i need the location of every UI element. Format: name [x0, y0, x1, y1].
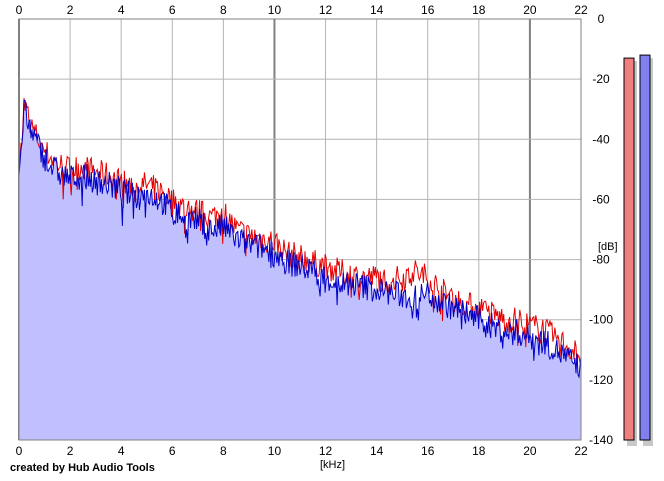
x-tick-label-bottom-3: 6: [169, 444, 176, 458]
x-tick-label-top-11: 22: [574, 3, 588, 17]
x-tick-label-bottom-11: 22: [574, 444, 588, 458]
y-tick-label-0: 0: [598, 12, 605, 26]
y-tick-label-1: -20: [592, 72, 610, 86]
x-tick-label-bottom-2: 4: [118, 444, 125, 458]
x-tick-label-top-1: 2: [67, 3, 74, 17]
x-tick-label-bottom-4: 8: [220, 444, 227, 458]
level-meter-bar-0: [623, 57, 635, 441]
x-tick-label-top-2: 4: [118, 3, 125, 17]
x-ticks-bottom: 0 2 4 6 8 10 12 14 16 18 20 22: [16, 444, 588, 458]
x-tick-label-top-10: 20: [523, 3, 537, 17]
level-meter-bar-1: [639, 54, 651, 441]
y-tick-label-5: -100: [589, 313, 613, 327]
x-tick-label-top-7: 14: [370, 3, 384, 17]
x-tick-label-bottom-6: 12: [319, 444, 333, 458]
y-ticks: 0 -20 -40 -60 -80 -100 -120 -140: [589, 12, 613, 447]
x-tick-label-top-9: 18: [472, 3, 486, 17]
level-meters: [623, 54, 653, 446]
x-tick-label-bottom-5: 10: [268, 444, 282, 458]
x-axis-label: [kHz]: [320, 459, 345, 471]
y-tick-label-3: -60: [592, 192, 610, 206]
x-tick-label-top-5: 10: [268, 3, 282, 17]
series-layer: [18, 98, 582, 379]
x-tick-label-bottom-1: 2: [67, 444, 74, 458]
x-tick-label-bottom-8: 16: [421, 444, 435, 458]
x-tick-label-bottom-0: 0: [16, 444, 23, 458]
spectrum-area: [19, 100, 581, 440]
y-tick-label-7: -140: [589, 433, 613, 447]
x-tick-label-bottom-7: 14: [370, 444, 384, 458]
x-tick-label-top-4: 8: [220, 3, 227, 17]
y-tick-label-4: -80: [592, 253, 610, 267]
y-tick-label-2: -40: [592, 132, 610, 146]
plot-frame: [18, 18, 582, 441]
series-line-1: [18, 99, 582, 379]
x-tick-label-top-6: 12: [319, 3, 333, 17]
credit-text: created by Hub Audio Tools: [10, 462, 155, 474]
x-tick-label-bottom-10: 20: [523, 444, 537, 458]
x-tick-label-top-3: 6: [169, 3, 176, 17]
spectrum-fill: [19, 100, 581, 440]
x-tick-label-bottom-9: 18: [472, 444, 486, 458]
x-tick-label-top-8: 16: [421, 3, 435, 17]
x-ticks-top: 0 2 4 6 8 10 12 14 16 18 20 22: [16, 3, 588, 17]
x-tick-label-top-0: 0: [16, 3, 23, 17]
y-tick-label-6: -120: [589, 373, 613, 387]
y-axis-label: [dB]: [598, 241, 618, 253]
